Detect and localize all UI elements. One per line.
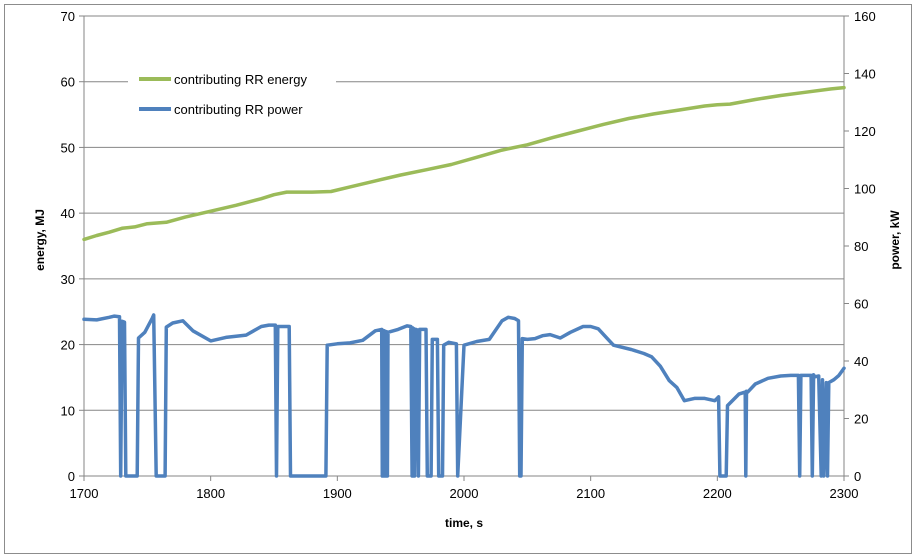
x-tick-label: 2200 (703, 486, 732, 501)
chart-svg: 0 10 20 30 40 50 60 70 0 20 40 60 80 100 120 140 160 1700… (33, 9, 902, 530)
y-tick-label-left: 20 (61, 338, 75, 353)
y-axis-title-left: energy, MJ (33, 209, 47, 271)
y-tick-label-right: 60 (854, 297, 868, 312)
y-tick-label-left: 40 (61, 206, 75, 221)
series-layer (82, 85, 846, 478)
y-tick-label-right: 20 (854, 412, 868, 427)
y-tick-label-right: 0 (854, 469, 861, 484)
y-tick-label-left: 70 (61, 9, 75, 24)
legend: contributing RR energy contributing RR p… (128, 65, 336, 129)
x-tick-label: 1900 (323, 486, 352, 501)
y-tick-label-right: 120 (854, 124, 876, 139)
series-line-power (82, 313, 846, 478)
y-tick-label-right: 140 (854, 67, 876, 82)
x-tick-label: 2300 (830, 486, 859, 501)
legend-label-energy: contributing RR energy (174, 72, 307, 87)
chart-frame: 0 10 20 30 40 50 60 70 0 20 40 60 80 100 120 140 160 1700… (4, 4, 912, 554)
x-tick-label: 2100 (576, 486, 605, 501)
legend-box (128, 65, 336, 129)
x-tick-label: 1700 (70, 486, 99, 501)
tick-labels: 0 10 20 30 40 50 60 70 0 20 40 60 80 100 120 140 160 1700… (61, 9, 876, 501)
y-tick-label-left: 30 (61, 272, 75, 287)
legend-label-power: contributing RR power (174, 102, 303, 117)
y-tick-label-right: 100 (854, 182, 876, 197)
y-tick-label-left: 0 (68, 469, 75, 484)
y-tick-label-left: 60 (61, 75, 75, 90)
y-tick-label-right: 160 (854, 9, 876, 24)
y-tick-label-left: 10 (61, 403, 75, 418)
y-axis-title-right: power, kW (888, 210, 902, 270)
y-tick-label-right: 40 (854, 354, 868, 369)
x-tick-label: 1800 (196, 486, 225, 501)
y-tick-label-left: 50 (61, 140, 75, 155)
y-tick-label-right: 80 (854, 239, 868, 254)
axes (79, 15, 849, 481)
x-axis-title: time, s (445, 516, 483, 530)
x-tick-label: 2000 (450, 486, 479, 501)
series-line-energy (82, 85, 846, 242)
